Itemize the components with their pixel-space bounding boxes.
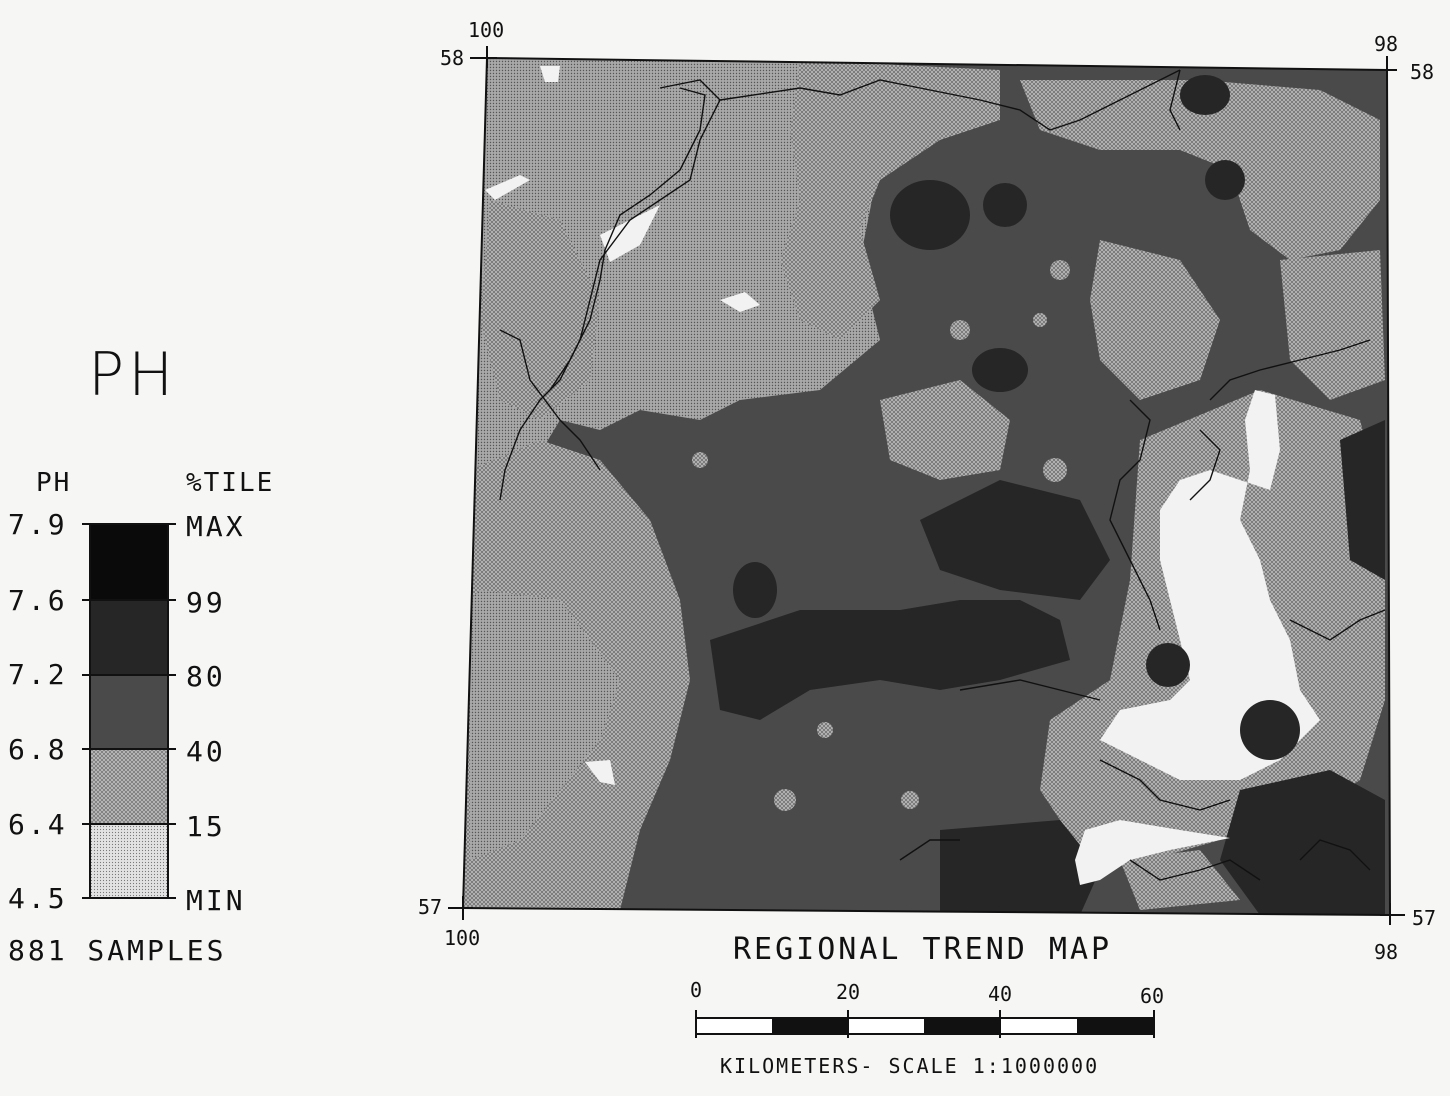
lat-label-top-right: 58 <box>1410 60 1435 84</box>
legend-class-80 <box>90 675 168 749</box>
region-class-min <box>720 292 760 312</box>
region-class-40 <box>1090 240 1220 400</box>
legend-percentile: MIN <box>186 884 246 917</box>
scale-tick-label: 40 <box>988 982 1013 1006</box>
region-class-99 <box>1146 643 1190 687</box>
legend-percentile: MAX <box>186 510 246 543</box>
region-class-min <box>585 760 615 785</box>
region-class-99 <box>1240 700 1300 760</box>
sample-count: 881 SAMPLES <box>8 934 227 967</box>
region-class-40 <box>880 380 1010 480</box>
legend-class-99 <box>90 600 168 675</box>
lon-label-top-right: 98 <box>1374 32 1399 56</box>
region-class-99 <box>710 600 1070 720</box>
scale-tick-label: 0 <box>690 978 703 1002</box>
region-class-min <box>600 205 660 262</box>
map-spots <box>692 260 1070 811</box>
lat-label-top-left: 58 <box>440 46 465 70</box>
map-surface <box>463 58 1390 915</box>
scale-tick-label: 60 <box>1140 984 1165 1008</box>
region-class-40 <box>780 60 1000 340</box>
region-class-99 <box>940 820 1100 915</box>
lat-label-bottom-left: 57 <box>418 895 443 919</box>
legend-class-15 <box>90 824 168 898</box>
region-class-min <box>540 66 560 82</box>
region-class-99 <box>733 562 777 618</box>
legend-ph-value: 6.8 <box>8 733 68 766</box>
region-class-99 <box>1205 160 1245 200</box>
legend-ph-header: PH <box>36 468 72 498</box>
region-class-min <box>1075 820 1230 885</box>
legend-ph-value: 7.2 <box>8 658 68 691</box>
region-class-99 <box>983 183 1027 227</box>
legend-ph-value: 4.5 <box>8 882 68 915</box>
region-class-99 <box>1220 770 1385 915</box>
legend-class-max <box>90 524 168 600</box>
region-class-40 <box>480 200 600 420</box>
region-class-99 <box>920 480 1110 600</box>
region-class-99 <box>1180 75 1230 115</box>
legend-percentile: 15 <box>186 810 226 843</box>
legend-class-40 <box>90 749 168 824</box>
region-class-min <box>1100 390 1320 780</box>
region-class-99 <box>972 348 1028 392</box>
map-variable-title: PH <box>88 340 178 410</box>
lon-label-top-left: 100 <box>468 18 505 42</box>
region-class-99 <box>1340 420 1385 580</box>
legend-percentile: 40 <box>186 735 226 768</box>
map-title: REGIONAL TREND MAP <box>733 932 1113 967</box>
legend-percentile: 99 <box>186 586 226 619</box>
legend-ph-value: 6.4 <box>8 808 68 841</box>
legend-ph-value: 7.9 <box>8 508 68 541</box>
legend-ph-value: 7.6 <box>8 584 68 617</box>
region-class-15 <box>470 590 620 860</box>
region-class-min <box>485 175 530 200</box>
scale-tick-label: 20 <box>836 980 861 1004</box>
region-class-40 <box>1020 80 1380 260</box>
lat-label-bottom-right: 57 <box>1412 906 1437 930</box>
region-class-99 <box>890 180 970 250</box>
scale-bar <box>695 1010 1155 1038</box>
legend-percentile-header: %TILE <box>186 468 275 498</box>
lon-label-bottom-left: 100 <box>444 926 481 950</box>
map-boundary-lines <box>499 69 1386 881</box>
lon-label-bottom-right: 98 <box>1374 940 1399 964</box>
region-class-15 <box>463 58 880 560</box>
legend-percentile: 80 <box>186 660 226 693</box>
region-class-40 <box>1120 850 1240 910</box>
scale-caption: KILOMETERS- SCALE 1:1000000 <box>720 1054 1100 1078</box>
legend-color-scale <box>82 523 176 899</box>
region-class-40 <box>1280 250 1385 400</box>
